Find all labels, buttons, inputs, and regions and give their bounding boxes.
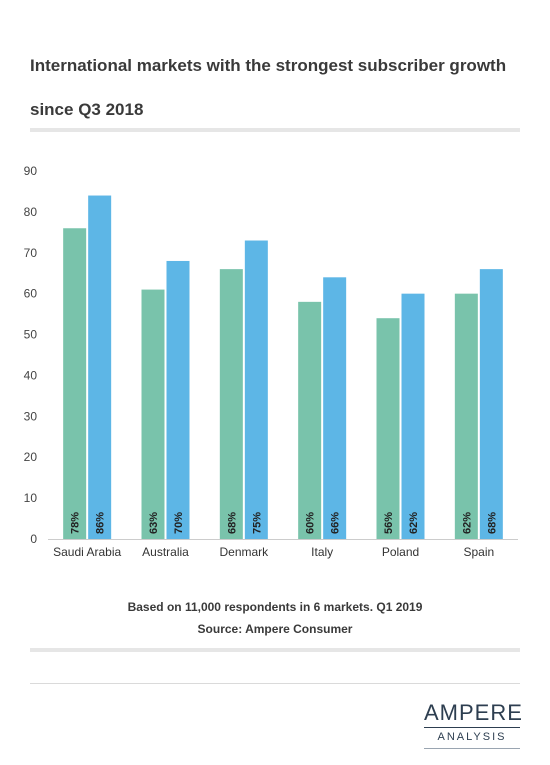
y-axis: 0 10 20 30 40 50 60 70 80 90 <box>24 164 38 546</box>
x-category-label: Poland <box>382 545 419 559</box>
footer-divider <box>30 648 520 652</box>
bar-data-label: 63% <box>148 512 160 534</box>
chart-footnote: Based on 11,000 respondents in 6 markets… <box>127 600 423 614</box>
x-category-label: Spain <box>463 545 494 559</box>
bar-data-label: 68% <box>486 512 498 534</box>
y-tick-label: 30 <box>24 409 38 423</box>
chart-source: Source: Ampere Consumer <box>197 622 353 636</box>
bar-1 <box>219 269 243 539</box>
bar-2 <box>166 260 190 539</box>
y-tick-label: 60 <box>24 287 38 301</box>
bar-data-label: 70% <box>173 512 185 534</box>
bar-1 <box>141 289 165 539</box>
bar-data-label: 62% <box>461 512 473 534</box>
x-category-label: Saudi Arabia <box>53 545 121 559</box>
ampere-logo: AMPERE ANALYSIS <box>424 700 523 749</box>
bar-data-label: 62% <box>408 512 420 534</box>
bar-data-label: 56% <box>383 512 395 534</box>
bar-2 <box>88 195 112 539</box>
bar-data-label: 60% <box>305 512 317 534</box>
bars: 78% 86% 63% 70% 68% 75% 60% 66% 56% 62% 62% 68% <box>63 195 503 539</box>
x-category-label: Australia <box>142 545 189 559</box>
y-tick-label: 80 <box>24 205 38 219</box>
bar-chart: 0 10 20 30 40 50 60 70 80 90 78% 86% 63% 70% 68% 75% 60… <box>24 164 518 559</box>
y-tick-label: 50 <box>24 328 38 342</box>
title-divider <box>30 128 520 132</box>
bar-1 <box>298 301 322 539</box>
y-tick-label: 70 <box>24 246 38 260</box>
x-axis: Saudi Arabia Australia Denmark Italy Poland S… <box>48 539 518 559</box>
y-tick-label: 40 <box>24 368 38 382</box>
bar-data-label: 68% <box>226 512 238 534</box>
bar-data-label: 66% <box>330 512 342 534</box>
logo-rule <box>424 727 520 728</box>
chart-title: International markets with the strongest… <box>30 56 507 119</box>
logo-underline <box>424 748 520 749</box>
x-category-label: Denmark <box>219 545 269 559</box>
bar-2 <box>244 240 268 539</box>
x-category-label: Italy <box>311 545 333 559</box>
bar-1 <box>63 228 87 539</box>
bar-data-label: 78% <box>70 512 82 534</box>
y-tick-label: 0 <box>30 532 37 546</box>
footer-thin-divider <box>30 683 520 684</box>
bar-1 <box>376 318 400 539</box>
bar-data-label: 75% <box>251 512 263 534</box>
bar-data-label: 86% <box>95 512 107 534</box>
logo-wordmark: AMPERE <box>424 700 523 725</box>
bar-2 <box>323 277 347 539</box>
y-tick-label: 20 <box>24 450 38 464</box>
y-tick-label: 90 <box>24 164 38 178</box>
bar-1 <box>454 293 478 539</box>
y-tick-label: 10 <box>24 491 38 505</box>
bar-2 <box>479 269 503 539</box>
logo-subtitle: ANALYSIS <box>437 731 507 743</box>
bar-2 <box>401 293 425 539</box>
